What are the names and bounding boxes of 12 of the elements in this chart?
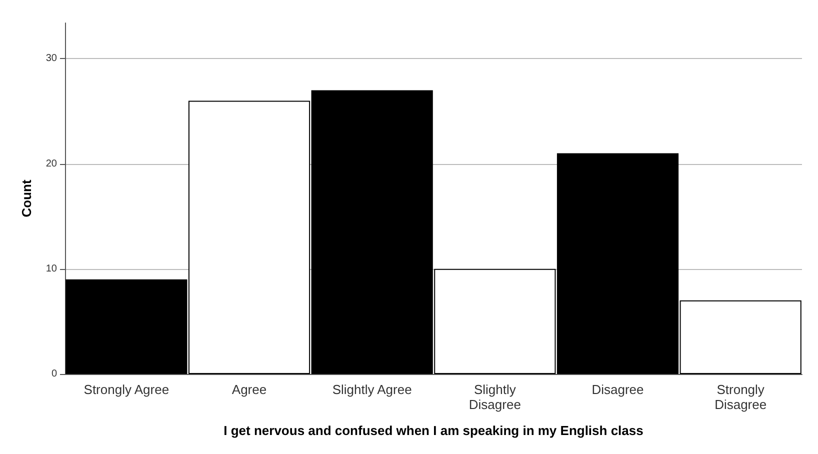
y-tick-label: 20 <box>46 158 58 170</box>
x-tick-label: Disagree <box>592 382 644 397</box>
y-tick-label: 30 <box>46 53 58 64</box>
x-tick-label: Slightly Agree <box>332 382 412 397</box>
x-axis-title: I get nervous and confused when I am speaking in my English class <box>224 423 644 438</box>
y-axis-title: Count <box>19 179 34 218</box>
x-tick-label: Agree <box>232 382 267 397</box>
x-tick-label: Slightly Disagree <box>468 382 521 412</box>
y-tick-label: 0 <box>51 368 58 380</box>
x-tick-label: Strongly Agree <box>84 382 170 397</box>
x-tick-label: Strongly Disagree <box>714 382 767 412</box>
y-tick-label: 10 <box>46 263 58 274</box>
